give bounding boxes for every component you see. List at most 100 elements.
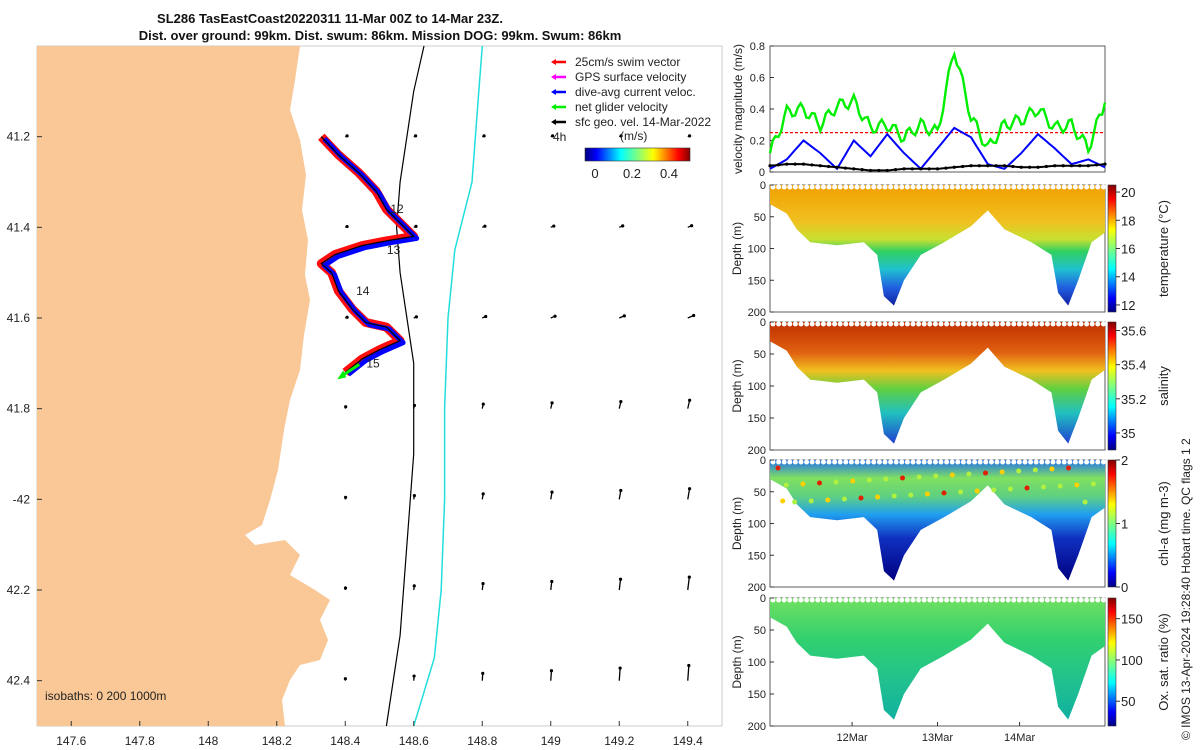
legend-item-label: GPS surface velocity xyxy=(575,70,686,84)
vel-sfc-point xyxy=(1061,164,1065,168)
section-top-scallop xyxy=(972,597,978,603)
chl-speckle xyxy=(866,477,872,483)
section-top-scallop xyxy=(787,321,793,327)
legend-item-label: 25cm/s swim vector xyxy=(575,55,680,69)
vel-y-tick-0: 0 xyxy=(759,167,765,179)
section-top-scallop xyxy=(1022,597,1028,603)
section-top-scallop xyxy=(815,321,821,327)
sfc-vector-head xyxy=(413,134,418,138)
sfc-vector-head xyxy=(412,494,416,498)
section-top-scallop xyxy=(1033,597,1039,603)
chl-speckle xyxy=(783,482,789,488)
colorbar-tick-35.6: 35.6 xyxy=(1121,324,1146,339)
chl-speckle xyxy=(941,490,947,496)
section-colorbar xyxy=(1107,184,1117,313)
section-top-scallop xyxy=(921,597,927,603)
map-y-tick-42.2: 42.2 xyxy=(7,583,31,597)
chl-speckle xyxy=(1032,467,1038,473)
sfc-vector-head xyxy=(619,488,623,493)
section-top-scallop xyxy=(1078,459,1084,465)
chl-speckle xyxy=(1057,483,1063,489)
section-top-scallop xyxy=(1072,459,1078,465)
sfc-vector-head xyxy=(687,575,691,579)
section-top-scallop xyxy=(1022,459,1028,465)
section-top-scallop xyxy=(977,597,983,603)
speed-colorbar xyxy=(584,147,691,162)
section-top-scallop xyxy=(960,459,966,465)
section-top-scallop xyxy=(792,321,798,327)
section-top-scallop xyxy=(832,321,838,327)
section-top-scallop xyxy=(1039,321,1045,327)
sfc-vector-head xyxy=(345,224,349,229)
section-top-scallop xyxy=(1056,184,1062,190)
section-top-scallop xyxy=(1039,184,1045,190)
section-top-scallop xyxy=(809,184,815,190)
section-top-scallop xyxy=(1061,321,1067,327)
section-top-scallop xyxy=(804,459,810,465)
vel-sfc-point xyxy=(944,166,948,170)
section-top-scallop xyxy=(1005,597,1011,603)
glider-track: 12 13 14 15 xyxy=(316,133,420,380)
sfc-vector-head xyxy=(481,402,485,406)
section-top-scallop xyxy=(776,459,782,465)
section-top-scallop xyxy=(1028,321,1034,327)
legend-swatch-head xyxy=(551,104,556,110)
chl-speckle xyxy=(949,472,955,478)
section-top-scallop xyxy=(871,321,877,327)
section-top-scallop xyxy=(904,459,910,465)
chl-speckle xyxy=(817,480,822,486)
sfc-vector-head xyxy=(412,674,416,678)
section-top-scallop xyxy=(1072,184,1078,190)
section-top-scallop xyxy=(882,321,888,327)
section-top-scallop xyxy=(983,321,989,327)
colorbar-tick-1: 1 xyxy=(1121,517,1128,532)
sfc-vector xyxy=(618,668,621,681)
section-y-tick-50: 50 xyxy=(754,625,766,637)
section-top-scallop xyxy=(938,184,944,190)
sfc-vector-head xyxy=(550,579,554,584)
vel-sfc-point xyxy=(1069,164,1074,168)
section-ylabel: Depth (m) xyxy=(730,635,744,688)
chl-speckle xyxy=(850,478,856,484)
section-top-scallop xyxy=(1050,321,1056,327)
vel-sfc-point xyxy=(1095,163,1099,167)
section-top-scallop xyxy=(977,321,983,327)
map-y-tick--42: -42 xyxy=(13,492,31,506)
sfc-vector-head xyxy=(553,314,557,318)
section-top-scallop xyxy=(1033,184,1039,190)
section-top-scallop xyxy=(927,459,933,465)
section-y-tick-0: 0 xyxy=(760,455,766,467)
section-top-scallop xyxy=(944,597,950,603)
section-top-scallop xyxy=(860,184,866,190)
section-top-scallop xyxy=(781,184,787,190)
section-top-scallop xyxy=(871,184,877,190)
isobath-200 xyxy=(385,45,425,727)
section-ylabel: Depth (m) xyxy=(730,222,744,275)
colorbar-tick-0: 0 xyxy=(1121,580,1128,595)
section-y-tick-100: 100 xyxy=(748,657,766,669)
section-top-scallop xyxy=(949,459,955,465)
section-top-scallop xyxy=(1067,459,1073,465)
section-top-scallop xyxy=(1044,184,1050,190)
vel-sfc-point xyxy=(1036,165,1040,169)
section-top-scallop xyxy=(848,184,854,190)
map-y-tick-41.4: 41.4 xyxy=(7,220,31,234)
vel-sfc-point xyxy=(776,163,780,167)
vel-sfc-point xyxy=(852,167,856,171)
isobath-1000 xyxy=(412,45,484,727)
section-top-scallop xyxy=(1072,321,1078,327)
section-y-tick-200: 200 xyxy=(748,721,766,733)
section-top-scallop xyxy=(888,597,894,603)
section-top-scallop xyxy=(776,184,782,190)
section-top-scallop xyxy=(949,184,955,190)
vel-sfc-point xyxy=(1103,162,1107,166)
section-ylabel: Depth (m) xyxy=(730,497,744,550)
map-x-tick-147.8: 147.8 xyxy=(125,734,155,748)
section-top-scallop xyxy=(1000,321,1006,327)
section-top-scallop xyxy=(860,321,866,327)
section-top-scallop xyxy=(1084,459,1090,465)
sfc-vector-head xyxy=(621,224,625,228)
sfc-vector-head xyxy=(552,224,556,228)
section-top-scallop xyxy=(798,184,804,190)
